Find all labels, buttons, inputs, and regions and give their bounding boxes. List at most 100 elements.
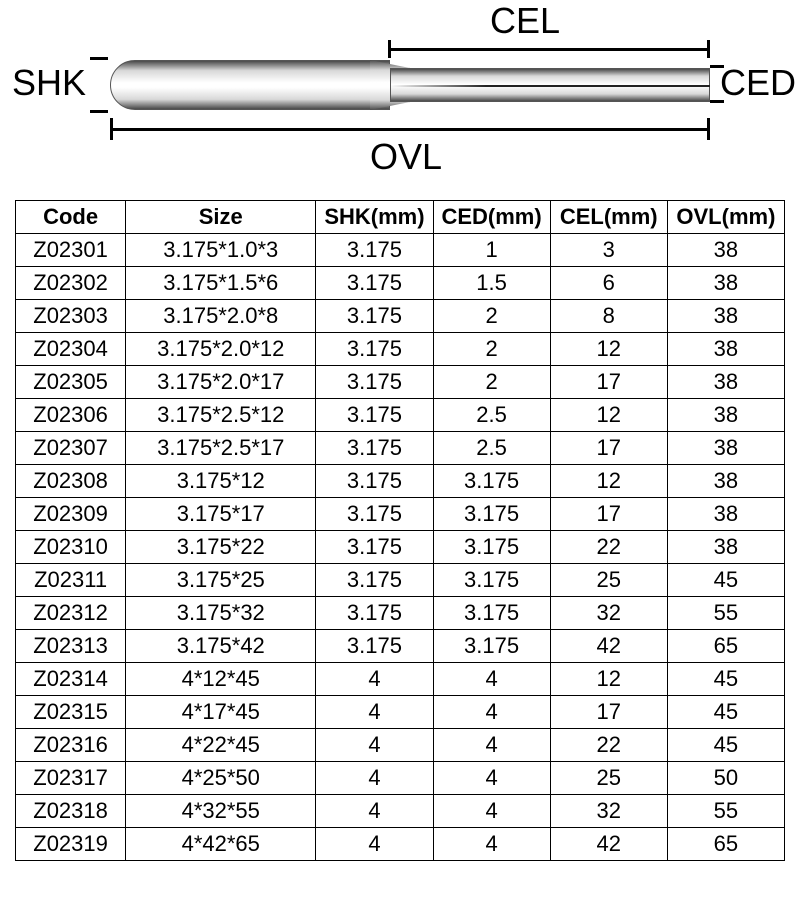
table-cell: 12: [550, 465, 667, 498]
table-row: Z023083.175*123.1753.1751238: [16, 465, 785, 498]
table-cell: Z02318: [16, 795, 126, 828]
ovl-tick-right: [707, 118, 710, 140]
table-cell: Z02308: [16, 465, 126, 498]
table-cell: 8: [550, 300, 667, 333]
table-cell: 38: [667, 300, 784, 333]
table-cell: 42: [550, 828, 667, 861]
table-cell: 4: [433, 762, 550, 795]
table-cell: Z02307: [16, 432, 126, 465]
table-cell: 38: [667, 432, 784, 465]
table-cell: 6: [550, 267, 667, 300]
table-cell: 2: [433, 366, 550, 399]
table-cell: 45: [667, 663, 784, 696]
table-cell: 32: [550, 795, 667, 828]
table-row: Z023093.175*173.1753.1751738: [16, 498, 785, 531]
table-body: Z023013.175*1.0*33.1751338Z023023.175*1.…: [16, 234, 785, 861]
table-cell: 17: [550, 696, 667, 729]
table-cell: 45: [667, 729, 784, 762]
tool-body: [110, 60, 710, 110]
table-row: Z023043.175*2.0*123.17521238: [16, 333, 785, 366]
table-cell: Z02305: [16, 366, 126, 399]
table-cell: 32: [550, 597, 667, 630]
table-cell: 3.175: [316, 366, 433, 399]
table-row: Z023053.175*2.0*173.17521738: [16, 366, 785, 399]
shk-tick-top: [90, 57, 108, 60]
table-cell: 3.175: [316, 300, 433, 333]
table-cell: 3.175*32: [126, 597, 316, 630]
table-cell: 65: [667, 828, 784, 861]
col-header-ovl: OVL(mm): [667, 201, 784, 234]
table-cell: 4*17*45: [126, 696, 316, 729]
table-cell: 3: [550, 234, 667, 267]
table-cell: Z02316: [16, 729, 126, 762]
table-cell: 38: [667, 531, 784, 564]
table-header-row: Code Size SHK(mm) CED(mm) CEL(mm) OVL(mm…: [16, 201, 785, 234]
table-row: Z023103.175*223.1753.1752238: [16, 531, 785, 564]
table-cell: 22: [550, 729, 667, 762]
table-cell: 3.175: [316, 333, 433, 366]
col-header-shk: SHK(mm): [316, 201, 433, 234]
table-cell: 3.175: [433, 498, 550, 531]
table-cell: 3.175: [316, 399, 433, 432]
table-cell: 4: [433, 729, 550, 762]
table-cell: 22: [550, 531, 667, 564]
table-row: Z023033.175*2.0*83.1752838: [16, 300, 785, 333]
table-cell: 3.175*2.5*12: [126, 399, 316, 432]
table-cell: 4*22*45: [126, 729, 316, 762]
table-cell: 38: [667, 498, 784, 531]
table-row: Z023194*42*65444265: [16, 828, 785, 861]
ovl-dim-line: [110, 128, 710, 131]
ced-label: CED: [720, 62, 796, 104]
page: CEL SHK CED OVL Code Size SHK(: [0, 0, 800, 861]
ovl-label: OVL: [370, 136, 442, 178]
table-row: Z023154*17*45441745: [16, 696, 785, 729]
table-cell: 4*12*45: [126, 663, 316, 696]
table-cell: Z02317: [16, 762, 126, 795]
table-row: Z023144*12*45441245: [16, 663, 785, 696]
table-cell: 3.175*12: [126, 465, 316, 498]
table-cell: 38: [667, 333, 784, 366]
table-cell: Z02310: [16, 531, 126, 564]
table-cell: 3.175*25: [126, 564, 316, 597]
table-cell: 3.175*1.0*3: [126, 234, 316, 267]
table-row: Z023023.175*1.5*63.1751.5638: [16, 267, 785, 300]
cel-tick-right: [707, 40, 710, 58]
table-cell: 3.175: [433, 630, 550, 663]
table-cell: 4*42*65: [126, 828, 316, 861]
table-cell: 3.175: [433, 564, 550, 597]
table-cell: 3.175: [433, 597, 550, 630]
table-cell: 4: [433, 828, 550, 861]
table-cell: 12: [550, 399, 667, 432]
table-cell: 4: [433, 696, 550, 729]
table-cell: 3.175: [316, 498, 433, 531]
table-cell: 65: [667, 630, 784, 663]
table-row: Z023113.175*253.1753.1752545: [16, 564, 785, 597]
ced-tick-bottom: [710, 100, 724, 103]
table-cell: Z02309: [16, 498, 126, 531]
table-cell: 3.175*2.5*17: [126, 432, 316, 465]
table-cell: 4: [433, 663, 550, 696]
tool-shank: [110, 60, 390, 110]
table-cell: 25: [550, 762, 667, 795]
table-cell: 12: [550, 333, 667, 366]
col-header-cel: CEL(mm): [550, 201, 667, 234]
table-cell: 4: [316, 696, 433, 729]
table-cell: 2: [433, 300, 550, 333]
table-cell: 3.175*42: [126, 630, 316, 663]
table-cell: 3.175*22: [126, 531, 316, 564]
table-cell: 25: [550, 564, 667, 597]
table-cell: 2: [433, 333, 550, 366]
ovl-tick-left: [110, 118, 113, 140]
table-cell: 3.175: [433, 465, 550, 498]
cel-dim-line: [388, 48, 710, 51]
table-cell: 55: [667, 597, 784, 630]
table-cell: 3.175*2.0*12: [126, 333, 316, 366]
table-cell: 38: [667, 234, 784, 267]
table-cell: 17: [550, 498, 667, 531]
table-cell: 2.5: [433, 399, 550, 432]
table-cell: 17: [550, 432, 667, 465]
cel-label: CEL: [490, 0, 560, 42]
table-cell: 4: [316, 663, 433, 696]
table-cell: 38: [667, 267, 784, 300]
spec-table: Code Size SHK(mm) CED(mm) CEL(mm) OVL(mm…: [15, 200, 785, 861]
